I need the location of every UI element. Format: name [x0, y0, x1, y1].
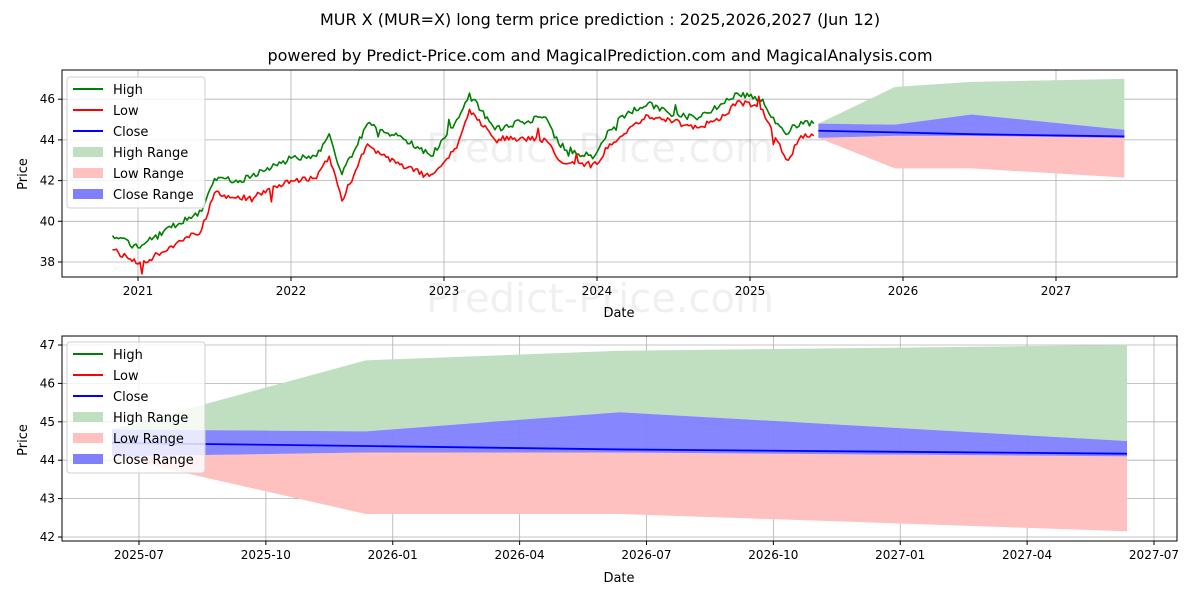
x-tick-label: 2025	[735, 284, 766, 298]
legend-patch-icon	[73, 189, 103, 199]
x-tick-label: 2026-04	[495, 548, 545, 562]
y-tick-label: 40	[40, 214, 55, 228]
legend-label: High Range	[113, 411, 188, 426]
x-tick-label: 2027	[1041, 284, 1072, 298]
x-tick-label: 2021	[123, 284, 154, 298]
legend-label: Close Range	[113, 188, 194, 203]
legend-patch-icon	[73, 168, 103, 178]
y-tick-label: 42	[40, 530, 55, 544]
watermark: Predict-Price.com	[426, 276, 774, 322]
x-tick-label: 2024	[582, 284, 613, 298]
y-tick-label: 44	[40, 453, 55, 467]
y-tick-label: 44	[40, 133, 55, 147]
x-tick-label: 2022	[276, 284, 307, 298]
y-tick-label: 46	[40, 92, 55, 106]
x-tick-label: 2026-10	[748, 548, 798, 562]
legend-label: Close	[113, 125, 148, 140]
y-tick-label: 38	[40, 255, 55, 269]
legend-label: Low Range	[113, 167, 184, 182]
legend-patch-icon	[73, 433, 103, 443]
low-range-band	[818, 136, 1124, 178]
bottom-y-axis-label: Price	[16, 424, 31, 456]
legend-label: High	[113, 83, 143, 98]
x-tick-label: 2027-01	[875, 548, 925, 562]
top-x-axis-label: Date	[603, 306, 634, 321]
legend-label: Low	[113, 104, 139, 119]
x-tick-label: 2025-10	[241, 548, 291, 562]
legend-label: Close	[113, 390, 148, 405]
bottom-x-axis-label: Date	[603, 571, 634, 586]
bottom-chart: Predict-Price.com Predict-Price.com 4243…	[16, 336, 1179, 586]
legend-patch-icon	[73, 454, 103, 464]
legend-patch-icon	[73, 412, 103, 422]
y-tick-label: 46	[40, 376, 55, 390]
bottom-forecast-bands	[112, 345, 1127, 531]
x-tick-label: 2026-07	[621, 548, 671, 562]
x-tick-label: 2027-07	[1129, 548, 1179, 562]
y-tick-label: 47	[40, 338, 55, 352]
low-range-band	[112, 453, 1127, 532]
top-forecast-bands	[818, 79, 1124, 178]
y-tick-label: 43	[40, 492, 55, 506]
figure: Predict-Price.com Predict-Price.com 38 40…	[0, 0, 1200, 600]
x-tick-label: 2026-01	[368, 548, 418, 562]
watermark: Predict-Price.com	[426, 126, 774, 172]
low-line	[113, 96, 814, 274]
x-tick-label: 2026	[888, 284, 919, 298]
legend-label: Low	[113, 369, 139, 384]
y-tick-label: 42	[40, 174, 55, 188]
top-legend: High Low Close High Range Low Range Close Ran…	[67, 77, 205, 208]
x-tick-label: 2025-07	[114, 548, 164, 562]
top-y-axis-label: Price	[16, 158, 31, 190]
bottom-legend: High Low Close High Range Low Range Close Ran…	[67, 342, 205, 473]
legend-label: Low Range	[113, 432, 184, 447]
x-tick-label: 2023	[429, 284, 460, 298]
legend-patch-icon	[73, 147, 103, 157]
top-chart: Predict-Price.com Predict-Price.com 38 40…	[16, 70, 1177, 322]
y-tick-label: 45	[40, 415, 55, 429]
legend-label: Close Range	[113, 453, 194, 468]
legend-label: High Range	[113, 146, 188, 161]
legend-label: High	[113, 348, 143, 363]
x-tick-label: 2027-04	[1002, 548, 1052, 562]
